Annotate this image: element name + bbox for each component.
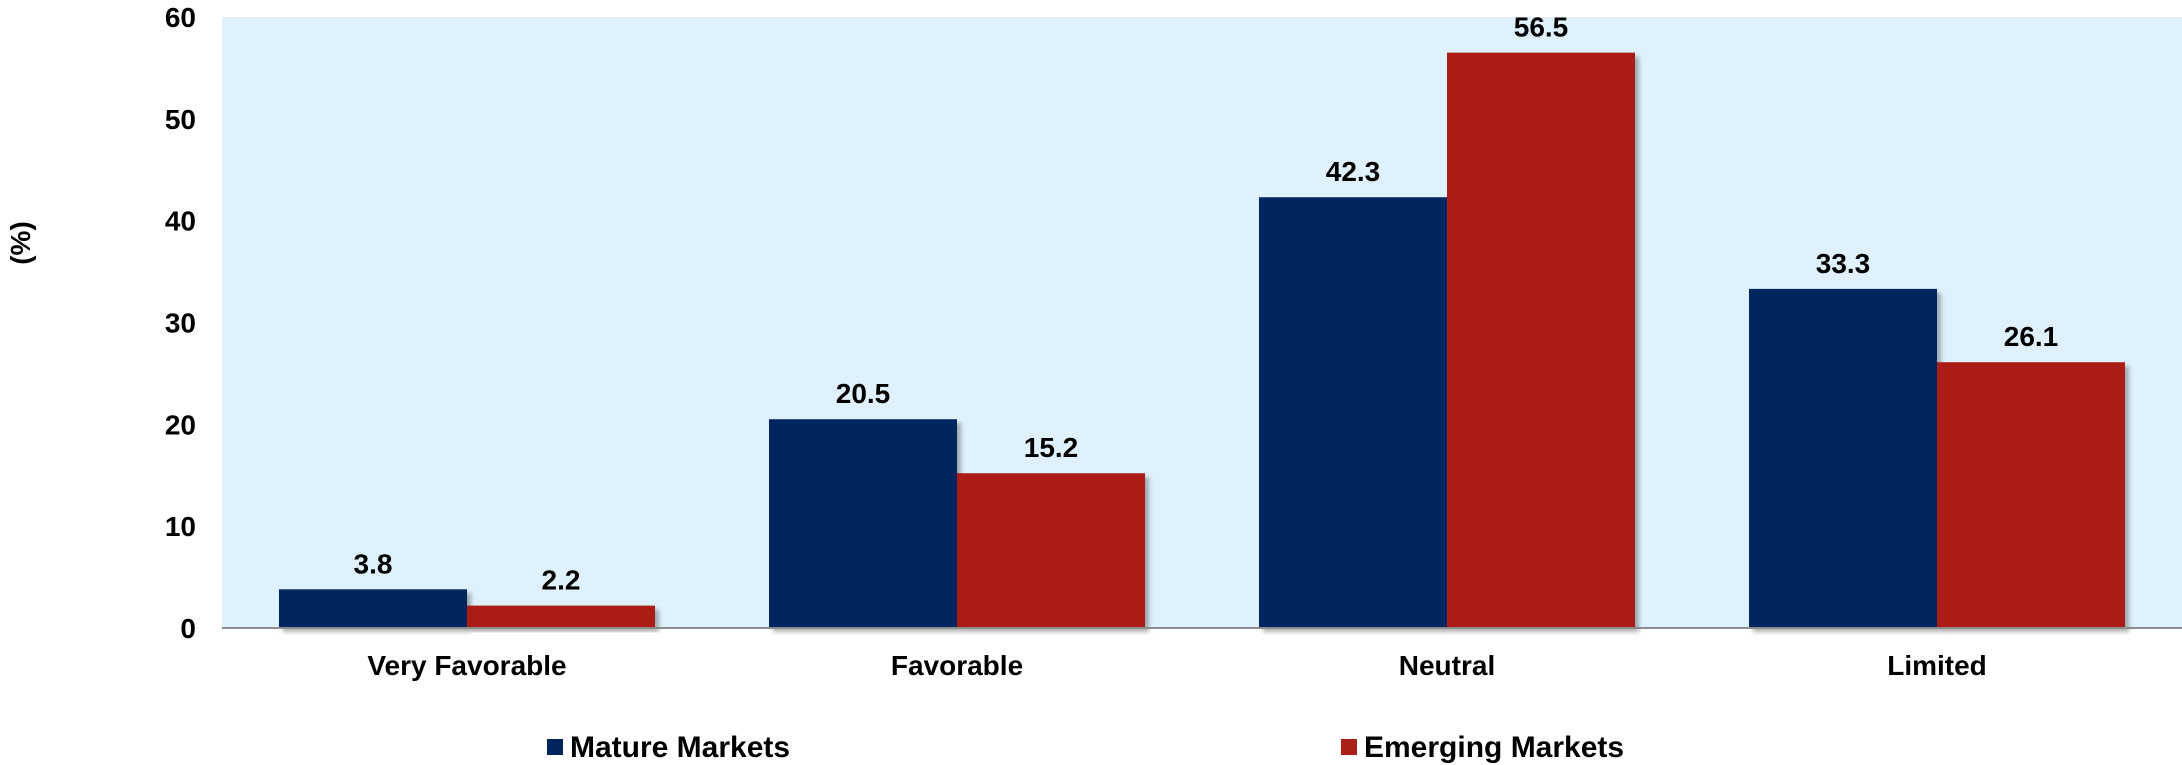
y-tick-label: 10	[165, 511, 196, 542]
data-labels: 3.8 2.2 20.5 15.2 42.3 56.5 33.3 26.1	[354, 12, 2059, 596]
y-axis-ticks: 0 10 20 30 40 50 60	[165, 2, 196, 644]
y-tick-label: 0	[180, 613, 196, 644]
bar-emerging-markets	[1937, 362, 2125, 628]
x-axis-ticks: Very Favorable Favorable Neutral Limited	[367, 650, 1986, 681]
x-tick-label: Favorable	[891, 650, 1023, 681]
legend-label: Mature Markets	[570, 731, 790, 764]
data-label: 33.3	[1816, 248, 1871, 279]
bar-mature-markets	[1259, 197, 1447, 628]
x-tick-label: Very Favorable	[367, 650, 566, 681]
data-label: 2.2	[542, 565, 581, 596]
y-tick-label: 60	[165, 2, 196, 33]
legend-label: Emerging Markets	[1364, 731, 1624, 764]
x-tick-label: Neutral	[1399, 650, 1495, 681]
data-label: 26.1	[2004, 321, 2059, 352]
y-tick-label: 50	[165, 104, 196, 135]
bar-mature-markets	[769, 419, 957, 628]
legend-item: Emerging Markets	[1341, 731, 1624, 764]
data-label: 42.3	[1326, 156, 1381, 187]
y-tick-label: 40	[165, 206, 196, 237]
bar-emerging-markets	[467, 605, 655, 628]
legend-item: Mature Markets	[547, 731, 790, 764]
bar-mature-markets	[1749, 288, 1937, 628]
x-tick-label: Limited	[1887, 650, 1987, 681]
bar-emerging-markets	[957, 473, 1145, 628]
bars	[279, 52, 2125, 629]
y-tick-label: 20	[165, 409, 196, 440]
bar-emerging-markets	[1447, 52, 1635, 629]
data-label: 15.2	[1024, 432, 1079, 463]
data-label: 20.5	[836, 378, 891, 409]
legend-swatch	[547, 739, 563, 755]
legend-swatch	[1341, 739, 1357, 755]
bar-mature-markets	[279, 589, 467, 628]
data-label: 3.8	[354, 548, 393, 579]
legend: Mature Markets Emerging Markets	[547, 731, 1624, 764]
y-axis-title: (%)	[5, 221, 36, 265]
y-tick-label: 30	[165, 308, 196, 339]
data-label: 56.5	[1514, 12, 1569, 43]
